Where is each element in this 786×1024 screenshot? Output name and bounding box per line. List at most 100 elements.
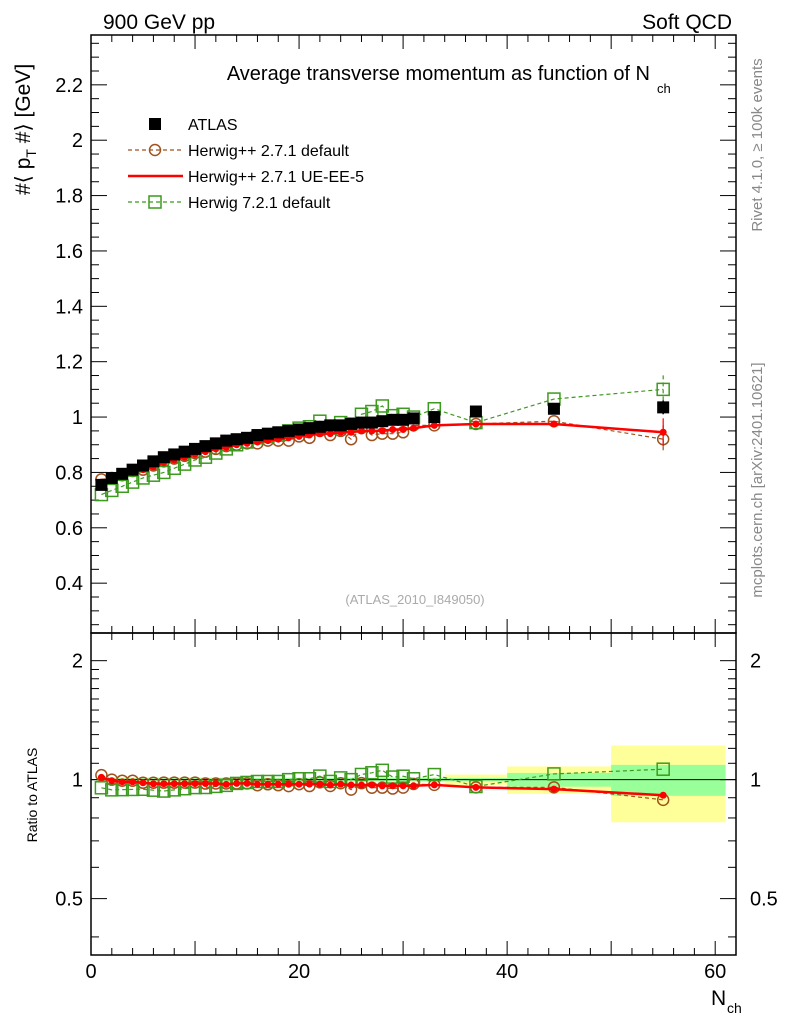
ratio-point	[212, 779, 220, 787]
data-point	[157, 465, 171, 480]
ratio-point	[201, 780, 209, 788]
data-point-atlas	[209, 437, 222, 450]
ratio-y-tick-label: 2	[72, 651, 83, 673]
ratio-point	[97, 773, 105, 781]
ratio-point	[550, 785, 558, 793]
x-axis-label-subscript: ch	[727, 1000, 742, 1016]
data-point	[550, 420, 558, 428]
ratio-band-inner	[611, 764, 726, 796]
ratio-point	[222, 780, 230, 788]
main-axis-ticks	[90, 35, 737, 633]
data-point-atlas	[324, 419, 337, 432]
ratio-point	[430, 781, 438, 789]
series-line-3	[101, 388, 664, 496]
y-tick-label: 2	[72, 130, 83, 152]
ratio-y-tick-label: 1	[72, 770, 83, 792]
data-point-atlas	[345, 417, 358, 430]
ratio-point	[160, 780, 168, 788]
y-tick-label: 1.8	[55, 186, 83, 208]
data-point-atlas	[261, 427, 274, 440]
x-tick-label: 0	[85, 961, 96, 983]
data-point-atlas	[386, 413, 399, 426]
data-point-atlas	[407, 412, 420, 425]
ratio-y-axis-label: Ratio to ATLAS	[24, 748, 40, 843]
data-point-atlas	[469, 405, 482, 418]
ratio-point	[656, 762, 670, 776]
ratio-point	[365, 766, 379, 780]
data-point	[378, 427, 386, 435]
ratio-y-tick-label-right: 1	[750, 770, 761, 792]
ratio-axis-ticks	[90, 633, 737, 955]
svg-text:#⟨ pT #⟩ [GeV]: #⟨ pT #⟩ [GeV]	[12, 64, 39, 195]
data-point-atlas	[178, 445, 191, 458]
ratio-point	[191, 780, 199, 788]
ratio-y-tick-labels: 0.5 0.5 1 1 2 2	[55, 651, 778, 911]
ratio-point	[316, 780, 324, 788]
x-tick-label: 40	[496, 961, 518, 983]
legend-label: Herwig++ 2.7.1 default	[188, 143, 350, 160]
ratio-point	[378, 782, 386, 790]
data-point-atlas	[189, 442, 202, 455]
data-point	[430, 421, 438, 429]
data-point	[410, 424, 417, 432]
ratio-point	[243, 779, 251, 787]
data-point-atlas	[313, 420, 326, 433]
data-point	[375, 399, 390, 413]
ratio-series	[94, 762, 670, 807]
ratio-point	[129, 778, 137, 786]
ratio-point	[368, 781, 376, 789]
data-point-atlas	[137, 459, 150, 472]
ratio-point	[399, 782, 407, 790]
data-point-atlas	[282, 424, 295, 437]
legend-marker	[149, 118, 161, 130]
data-point-atlas	[334, 419, 347, 432]
data-point	[115, 479, 129, 494]
ratio-point	[347, 781, 355, 789]
data-point	[347, 428, 355, 436]
data-point-atlas	[157, 451, 170, 464]
ratio-point	[139, 779, 147, 787]
data-point	[368, 427, 376, 435]
ratio-point	[233, 779, 241, 787]
ratio-point	[285, 780, 293, 788]
y-tick-label: 1.2	[55, 352, 83, 374]
ratio-point	[326, 781, 334, 789]
y-tick-label: 1.4	[55, 296, 83, 318]
data-point-atlas	[355, 416, 368, 429]
y-tick-label: 2.2	[55, 75, 83, 97]
ratio-uncertainty-bands	[96, 745, 726, 823]
data-point	[357, 427, 365, 435]
ratio-point	[305, 780, 313, 788]
y-tick-label: 1.6	[55, 241, 83, 263]
x-tick-label: 60	[704, 961, 726, 983]
data-point-atlas	[365, 416, 378, 429]
data-point-atlas	[126, 463, 139, 476]
ratio-point	[659, 791, 667, 799]
ratio-point	[219, 778, 233, 793]
ratio-point	[354, 767, 369, 782]
legend-label: ATLAS	[188, 117, 238, 134]
data-point	[399, 426, 407, 434]
ratio-point	[118, 778, 126, 786]
ratio-point	[357, 781, 365, 789]
ratio-plot-frame	[90, 632, 737, 956]
data-point-atlas	[251, 429, 264, 442]
ratio-point	[547, 767, 561, 781]
legend-label: Herwig 7.2.1 default	[188, 195, 331, 212]
plot-title-subscript: ch	[657, 81, 671, 96]
ratio-point	[253, 780, 261, 788]
ratio-point	[547, 781, 561, 794]
ratio-point	[337, 780, 345, 788]
y-tick-label: 0.6	[55, 518, 83, 540]
data-point-atlas	[293, 423, 306, 436]
ratio-point	[181, 780, 189, 788]
data-point-atlas	[376, 415, 389, 428]
y-tick-label: 1	[72, 407, 83, 429]
ratio-point	[295, 780, 303, 788]
plot-title: Average transverse momentum as function …	[227, 63, 650, 85]
ratio-y-tick-label-right: 0.5	[750, 889, 778, 911]
ratio-point	[410, 782, 417, 790]
data-point-atlas	[303, 422, 316, 435]
ratio-y-tick-label-right: 2	[750, 651, 761, 673]
main-y-axis-label: #⟨ pT #⟩ [GeV]	[12, 64, 39, 195]
